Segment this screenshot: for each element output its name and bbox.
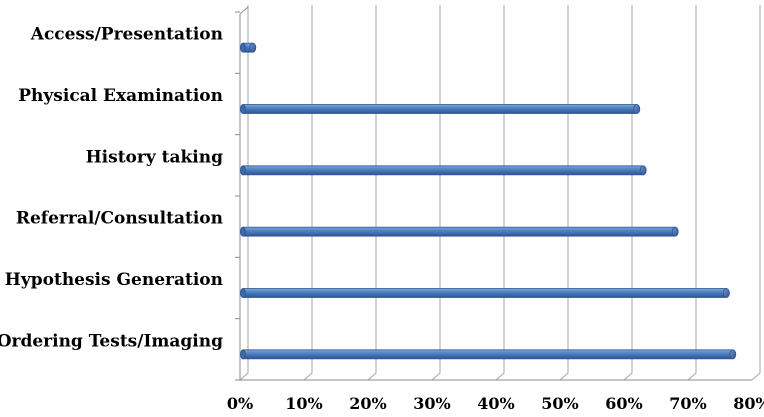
bar-5	[240, 42, 257, 53]
bar-body-0	[242, 349, 734, 360]
bar-left-cap-2	[240, 226, 246, 237]
bar-body-4	[242, 104, 638, 114]
bar-2	[240, 226, 679, 237]
bar-right-cap-5	[249, 42, 257, 53]
x-tick-label-8: 80%	[733, 394, 764, 413]
bar-left-cap-1	[240, 288, 246, 298]
floor-line-2	[367, 372, 377, 381]
x-tick-label-4: 40%	[477, 394, 514, 413]
bar-body-3	[242, 165, 644, 176]
floor-line-0	[239, 372, 249, 381]
gridlines	[239, 5, 761, 381]
bar-right-cap-4	[633, 104, 641, 114]
bar-right-cap-2	[671, 226, 679, 237]
category-label-2: Referral/Consultation	[16, 209, 223, 229]
bar-body-2	[242, 226, 676, 237]
category-label-0: Ordering Tests/Imaging	[0, 331, 223, 351]
category-label-3: History taking	[86, 147, 223, 167]
floor-line-5	[559, 372, 569, 381]
bar-body-1	[242, 288, 727, 298]
x-tick-label-7: 70%	[669, 394, 706, 413]
floor-line-1	[303, 372, 313, 381]
bar-3	[240, 165, 647, 176]
category-labels: Ordering Tests/Imaging Hypothesis Generat…	[0, 25, 223, 352]
bar-right-cap-1	[723, 288, 730, 298]
bar-right-cap-3	[639, 165, 647, 176]
category-label-4: Physical Examination	[18, 86, 223, 106]
floor-line-4	[495, 372, 505, 381]
floor-line-8	[751, 372, 761, 381]
bar-1	[240, 288, 730, 298]
bar-right-cap-0	[729, 349, 737, 360]
x-tick-label-0: 0%	[227, 394, 253, 413]
category-label-5: Access/Presentation	[30, 25, 223, 45]
x-tick-label-1: 10%	[285, 394, 322, 413]
floor-line-7	[687, 372, 697, 381]
bar-0	[240, 349, 737, 360]
floor-line-6	[623, 372, 633, 381]
x-tick-label-2: 20%	[349, 394, 386, 413]
bar-left-cap-5	[240, 42, 246, 53]
bar-4	[240, 104, 641, 114]
x-tick-label-3: 30%	[413, 394, 450, 413]
category-label-1: Hypothesis Generation	[5, 270, 223, 290]
bar-left-cap-4	[240, 104, 246, 114]
y-axis-depth-line	[239, 6, 249, 15]
bars	[240, 42, 737, 360]
x-tick-label-5: 50%	[541, 394, 578, 413]
axes	[235, 6, 752, 381]
x-tick-label-6: 60%	[605, 394, 642, 413]
floor-line-3	[431, 372, 441, 381]
x-tick-labels: 0% 10% 20% 30% 40% 50% 60% 70% 80%	[227, 394, 764, 413]
bar-left-cap-0	[240, 349, 246, 360]
bar-left-cap-3	[240, 165, 246, 176]
